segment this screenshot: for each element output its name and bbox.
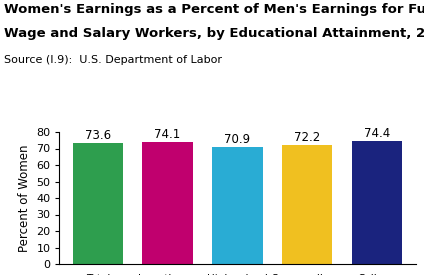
Bar bbox=[142, 142, 193, 264]
Bar bbox=[352, 141, 402, 264]
Text: 74.1: 74.1 bbox=[154, 128, 181, 141]
Text: Women's Earnings as a Percent of Men's Earnings for Full-Time: Women's Earnings as a Percent of Men's E… bbox=[4, 3, 424, 16]
Bar bbox=[73, 142, 123, 264]
Text: Source (I.9):  U.S. Department of Labor: Source (I.9): U.S. Department of Labor bbox=[4, 55, 222, 65]
Bar bbox=[282, 145, 332, 264]
Text: Wage and Salary Workers, by Educational Attainment, 2000: Wage and Salary Workers, by Educational … bbox=[4, 28, 424, 40]
Text: 72.2: 72.2 bbox=[294, 131, 321, 144]
Text: 74.4: 74.4 bbox=[364, 127, 390, 141]
Y-axis label: Percent of Women: Percent of Women bbox=[18, 144, 31, 252]
Text: 73.6: 73.6 bbox=[85, 129, 111, 142]
Text: 70.9: 70.9 bbox=[224, 133, 251, 146]
Bar bbox=[212, 147, 262, 264]
